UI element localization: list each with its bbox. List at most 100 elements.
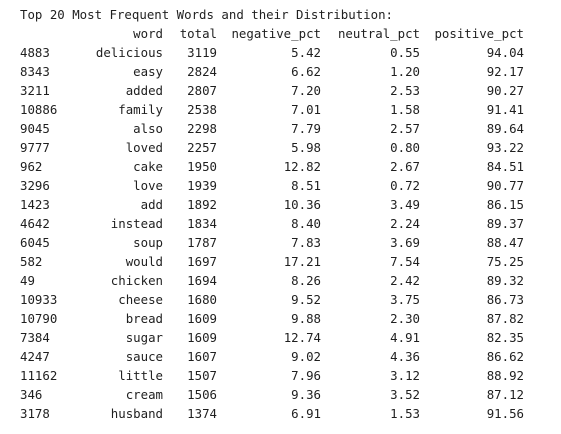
index-header (20, 24, 72, 43)
table-row: 10933 cheese 1680 9.52 3.75 86.73 (20, 290, 524, 309)
cell-total: 1607 (187, 349, 217, 364)
row-index: 9777 (20, 140, 50, 155)
cell-negative-pct: 10.36 (283, 197, 321, 212)
cell-positive-pct: 94.04 (486, 45, 524, 60)
cell-neutral-pct: 3.69 (390, 235, 420, 250)
cell-positive-pct: 93.22 (486, 140, 524, 155)
cell-positive-pct: 86.73 (486, 292, 524, 307)
cell-neutral-pct: 3.75 (390, 292, 420, 307)
table-row: 1423 add 1892 10.36 3.49 86.15 (20, 195, 524, 214)
row-index: 7384 (20, 330, 50, 345)
output-heading: Top 20 Most Frequent Words and their Dis… (20, 7, 393, 22)
table-row: 49 chicken 1694 8.26 2.42 89.32 (20, 271, 524, 290)
cell-negative-pct: 7.83 (291, 235, 321, 250)
cell-total: 1939 (187, 178, 217, 193)
cell-word: family (118, 102, 163, 117)
cell-positive-pct: 87.12 (486, 387, 524, 402)
cell-neutral-pct: 2.53 (390, 83, 420, 98)
row-index: 4642 (20, 216, 50, 231)
cell-positive-pct: 91.56 (486, 406, 524, 421)
cell-negative-pct: 8.40 (291, 216, 321, 231)
cell-output: Top 20 Most Frequent Words and their Dis… (20, 5, 556, 423)
row-index: 582 (20, 254, 43, 269)
table-row: 10886 family 2538 7.01 1.58 91.41 (20, 100, 524, 119)
table-row: 11162 little 1507 7.96 3.12 88.92 (20, 366, 524, 385)
cell-word: easy (133, 64, 163, 79)
table-row: 4883 delicious 3119 5.42 0.55 94.04 (20, 43, 524, 62)
cell-neutral-pct: 2.24 (390, 216, 420, 231)
table-row: 4247 sauce 1607 9.02 4.36 86.62 (20, 347, 524, 366)
table-row: 9777 loved 2257 5.98 0.80 93.22 (20, 138, 524, 157)
table-row: 4642 instead 1834 8.40 2.24 89.37 (20, 214, 524, 233)
cell-total: 2824 (187, 64, 217, 79)
cell-positive-pct: 91.41 (486, 102, 524, 117)
row-index: 10790 (20, 311, 58, 326)
cell-negative-pct: 7.96 (291, 368, 321, 383)
cell-neutral-pct: 1.53 (390, 406, 420, 421)
row-index: 10933 (20, 292, 58, 307)
cell-total: 1892 (187, 197, 217, 212)
cell-neutral-pct: 3.52 (390, 387, 420, 402)
cell-neutral-pct: 7.54 (390, 254, 420, 269)
table-body: 4883 delicious 3119 5.42 0.55 94.04 8343 easy 28… (20, 43, 524, 423)
cell-neutral-pct: 2.42 (390, 273, 420, 288)
cell-positive-pct: 90.27 (486, 83, 524, 98)
row-index: 8343 (20, 64, 50, 79)
cell-positive-pct: 88.47 (486, 235, 524, 250)
row-index: 3178 (20, 406, 50, 421)
table-row: 346 cream 1506 9.36 3.52 87.12 (20, 385, 524, 404)
cell-total: 1950 (187, 159, 217, 174)
cell-total: 2807 (187, 83, 217, 98)
cell-negative-pct: 9.36 (291, 387, 321, 402)
table-row: 582 would 1697 17.21 7.54 75.25 (20, 252, 524, 271)
cell-neutral-pct: 4.91 (390, 330, 420, 345)
row-index: 1423 (20, 197, 50, 212)
cell-neutral-pct: 0.80 (390, 140, 420, 155)
column-header-positive-pct: positive_pct (434, 26, 524, 41)
column-header-neutral-pct: neutral_pct (337, 26, 420, 41)
cell-word: loved (125, 140, 163, 155)
cell-negative-pct: 9.02 (291, 349, 321, 364)
table-row: 7384 sugar 1609 12.74 4.91 82.35 (20, 328, 524, 347)
cell-total: 1374 (187, 406, 217, 421)
row-index: 962 (20, 159, 43, 174)
table-row: 10790 bread 1609 9.88 2.30 87.82 (20, 309, 524, 328)
cell-positive-pct: 89.37 (486, 216, 524, 231)
cell-negative-pct: 5.98 (291, 140, 321, 155)
cell-word: husband (110, 406, 163, 421)
cell-word: chicken (110, 273, 163, 288)
column-header-negative-pct: negative_pct (231, 26, 321, 41)
cell-word: love (133, 178, 163, 193)
cell-word: would (125, 254, 163, 269)
cell-total: 1787 (187, 235, 217, 250)
row-index: 6045 (20, 235, 50, 250)
cell-total: 1609 (187, 330, 217, 345)
cell-word: bread (125, 311, 163, 326)
cell-neutral-pct: 0.72 (390, 178, 420, 193)
table-row: 962 cake 1950 12.82 2.67 84.51 (20, 157, 524, 176)
cell-positive-pct: 90.77 (486, 178, 524, 193)
cell-neutral-pct: 1.20 (390, 64, 420, 79)
cell-negative-pct: 8.51 (291, 178, 321, 193)
row-index: 4883 (20, 45, 50, 60)
cell-word: add (140, 197, 163, 212)
cell-total: 1680 (187, 292, 217, 307)
row-index: 4247 (20, 349, 50, 364)
cell-total: 3119 (187, 45, 217, 60)
row-index: 49 (20, 273, 35, 288)
row-index: 11162 (20, 368, 58, 383)
cell-total: 2298 (187, 121, 217, 136)
cell-negative-pct: 7.20 (291, 83, 321, 98)
cell-word: also (133, 121, 163, 136)
cell-total: 1697 (187, 254, 217, 269)
cell-word: sugar (125, 330, 163, 345)
row-index: 3296 (20, 178, 50, 193)
cell-positive-pct: 86.15 (486, 197, 524, 212)
cell-neutral-pct: 0.55 (390, 45, 420, 60)
cell-word: cheese (118, 292, 163, 307)
cell-neutral-pct: 3.49 (390, 197, 420, 212)
cell-total: 1694 (187, 273, 217, 288)
column-header-word: word (133, 26, 163, 41)
row-index: 346 (20, 387, 43, 402)
cell-neutral-pct: 2.67 (390, 159, 420, 174)
